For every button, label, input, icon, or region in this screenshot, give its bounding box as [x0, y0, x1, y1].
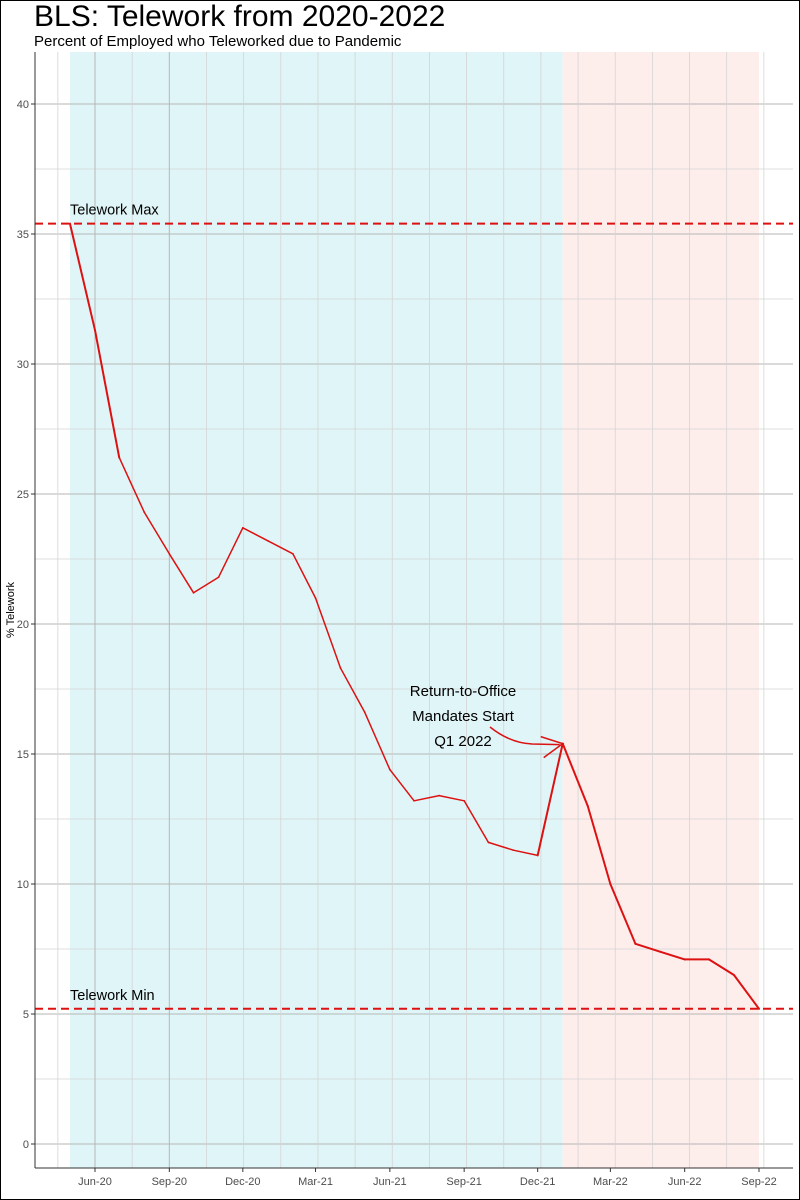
x-tick-label: Jun-20: [78, 1176, 112, 1188]
data-point: [536, 854, 539, 857]
series-segment: [118, 456, 146, 513]
series-segment: [463, 800, 490, 844]
data-point: [217, 576, 220, 578]
series-segment: [536, 742, 564, 857]
data-point: [658, 950, 661, 953]
data-point: [364, 711, 366, 714]
y-tick-label: 40: [17, 99, 29, 111]
y-tick-label: 20: [17, 619, 29, 631]
data-point: [512, 849, 515, 851]
data-point: [143, 511, 146, 513]
data-point: [708, 958, 710, 961]
x-tick-label: Sep-21: [446, 1176, 481, 1188]
series-segment: [68, 222, 96, 332]
series-segment: [364, 711, 391, 771]
y-tick-label: 35: [17, 229, 29, 241]
x-tick-label: Dec-20: [225, 1176, 260, 1188]
y-tick-label: 15: [17, 749, 29, 761]
data-point: [168, 553, 171, 555]
annotation-text-line: Mandates Start: [412, 708, 515, 725]
data-point: [586, 805, 589, 807]
series-segment: [292, 553, 317, 599]
x-tick-label: Dec-21: [520, 1176, 555, 1188]
series-segment: [609, 883, 637, 945]
x-tick-label: Mar-22: [593, 1176, 628, 1188]
data-point: [634, 943, 637, 945]
data-point: [683, 958, 686, 961]
data-point: [609, 883, 612, 885]
series-segment: [168, 553, 195, 594]
data-point: [94, 329, 96, 332]
data-point: [192, 592, 195, 594]
data-point: [758, 1008, 760, 1010]
series-segment: [192, 576, 220, 594]
series-segment: [561, 742, 589, 807]
data-point: [118, 456, 121, 459]
reference-line-label: Telework Min: [70, 988, 155, 1004]
series-segment: [339, 667, 366, 714]
series-segment: [143, 511, 171, 555]
data-point: [242, 527, 244, 529]
reference-lines: Telework Max Telework Min: [35, 203, 793, 1010]
series-segment: [314, 597, 342, 669]
data-point: [413, 800, 415, 802]
y-tick-label: 25: [17, 489, 29, 501]
shaded-region-1: [562, 52, 759, 1168]
x-tick-label: Mar-21: [298, 1176, 333, 1188]
series-segment: [634, 942, 661, 953]
data-point: [733, 974, 735, 976]
data-point: [438, 794, 440, 797]
data-point: [487, 841, 490, 844]
x-tick-label: Sep-20: [152, 1176, 187, 1188]
data-point: [314, 597, 317, 599]
series-segment: [242, 527, 269, 542]
series-segment: [217, 527, 244, 578]
x-tick-label: Sep-22: [741, 1176, 776, 1188]
chart-title: BLS: Telework from 2020-2022: [34, 0, 446, 33]
series-segment: [94, 329, 121, 459]
data-point: [69, 222, 71, 225]
annotation-arrowhead: [540, 735, 565, 759]
annotation-group: Return-to-Office Mandates Start Q1 2022: [410, 683, 565, 759]
series-segment: [658, 950, 686, 961]
y-tick-label: 30: [17, 359, 29, 371]
y-tick-label: 10: [17, 879, 29, 891]
data-point: [339, 667, 342, 669]
data-point: [267, 540, 269, 542]
annotation-arrow: [489, 726, 560, 746]
data-point: [292, 553, 294, 555]
series-segment: [438, 794, 465, 802]
y-tick-label: 5: [23, 1009, 29, 1021]
series-segment: [413, 794, 440, 802]
data-point: [463, 800, 465, 802]
grid-lines: [35, 52, 793, 1168]
series-segment: [267, 540, 294, 555]
annotation-text-line: Q1 2022: [434, 733, 492, 750]
data-series: [68, 222, 760, 1010]
annotation-text-line: Return-to-Office: [410, 683, 516, 700]
chart-subtitle: Percent of Employed who Teleworked due t…: [34, 33, 402, 50]
series-segment: [389, 768, 415, 802]
series-segment: [487, 841, 515, 851]
series-segment: [707, 958, 735, 976]
shaded-region-0: [69, 52, 563, 1168]
shaded-regions: [69, 52, 759, 1168]
series-segment: [512, 849, 539, 857]
x-tick-label: Jun-22: [668, 1176, 702, 1188]
x-tick-label: Jun-21: [373, 1176, 407, 1188]
reference-line-label: Telework Max: [70, 203, 159, 219]
axes: 0 5 10 15 20 25 30 35 40 Jun-20 Sep-20 Dec-20 Mar-21…: [17, 52, 793, 1188]
y-tick-label: 0: [23, 1139, 29, 1151]
series-segment: [732, 974, 760, 1010]
data-point: [389, 768, 391, 771]
series-segment: [586, 805, 612, 885]
